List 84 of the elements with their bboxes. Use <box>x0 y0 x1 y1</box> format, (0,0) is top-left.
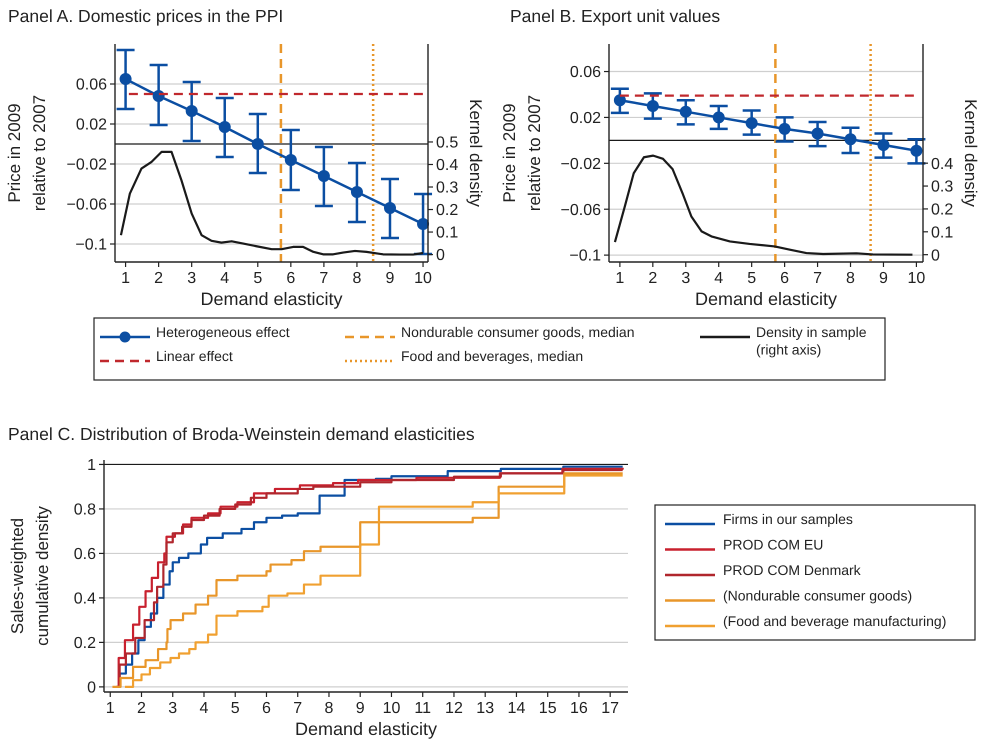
chart-title: Panel B. Export unit values <box>510 6 720 26</box>
x-tick-label: 1 <box>121 270 130 287</box>
x-tick-label: 14 <box>508 700 526 717</box>
y-tick-label: 0.06 <box>570 64 602 82</box>
y-tick-label: 0.02 <box>76 116 108 134</box>
y-tick-label: 0.2 <box>74 634 96 652</box>
legend-label: PROD COM Denmark <box>723 562 862 578</box>
y2-tick-label: 0.2 <box>931 202 954 219</box>
y2-tick-label: 0 <box>436 247 445 264</box>
y-tick-label: −0.06 <box>66 196 108 214</box>
y2-tick-label: 0.3 <box>436 180 458 197</box>
x-tick-label: 8 <box>846 270 856 287</box>
y-tick-label: −0.1 <box>569 248 602 265</box>
y-tick-label: −0.02 <box>66 156 108 174</box>
x-tick-label: 17 <box>601 700 620 717</box>
legend-label: Density in sample (right axis) <box>756 324 867 358</box>
y2-tick-label: 0.1 <box>931 224 954 242</box>
chart-title: Panel C. Distribution of Broda-Weinstein demand elasticities <box>8 424 475 444</box>
x-tick-label: 10 <box>908 270 926 287</box>
x-tick-label: 2 <box>648 270 658 287</box>
x-tick-label: 4 <box>200 700 209 717</box>
legend-label: (Food and beverage manufacturing) <box>723 613 946 629</box>
x-tick-label: 7 <box>319 270 328 287</box>
x-tick-label: 3 <box>187 270 196 287</box>
legend-label: Nondurable consumer goods, median <box>401 324 634 340</box>
y2-tick-label: 0.4 <box>436 157 458 174</box>
x-tick-label: 7 <box>813 270 822 287</box>
x-tick-label: 10 <box>382 700 400 717</box>
x-tick-label: 9 <box>386 270 395 287</box>
x-tick-label: 2 <box>137 700 146 717</box>
y-axis-title: Price in 2009 relative to 2007 <box>500 94 544 212</box>
legend-label: (Nondurable consumer goods) <box>723 588 912 604</box>
y-axis-title: Sales-weighted cumulative density <box>8 506 52 646</box>
legend-label: Linear effect <box>156 348 233 364</box>
y-axis-title: Price in 2009 relative to 2007 <box>5 94 49 212</box>
x-tick-label: 12 <box>445 700 463 717</box>
legend-label: Heterogeneous effect <box>156 324 290 340</box>
legend-label: Food and beverages, median <box>401 348 584 364</box>
x-tick-label: 10 <box>414 270 432 287</box>
x-tick-label: 1 <box>615 270 624 287</box>
y-tick-label: 0.6 <box>74 546 96 564</box>
x-tick-label: 6 <box>262 700 272 717</box>
x-tick-label: 8 <box>352 270 362 287</box>
y2-tick-label: 0.2 <box>436 202 458 220</box>
chart-title: Panel A. Domestic prices in the PPI <box>8 6 284 26</box>
y-tick-label: −0.06 <box>560 202 602 219</box>
y2-tick-label: 0.5 <box>436 134 458 152</box>
x-tick-label: 2 <box>154 270 164 287</box>
y-tick-label: 0.02 <box>570 110 602 128</box>
x-tick-label: 5 <box>230 700 240 717</box>
y2-axis-title: Kernel density <box>961 99 980 208</box>
x-tick-label: 13 <box>476 700 494 717</box>
x-tick-label: 5 <box>253 270 262 287</box>
x-tick-label: 9 <box>356 700 365 717</box>
y2-tick-label: 0 <box>931 247 940 264</box>
x-axis-title: Demand elasticity <box>200 289 343 309</box>
x-axis-title: Demand elasticity <box>694 289 838 309</box>
x-tick-label: 8 <box>324 700 334 717</box>
legend-label: Firms in our samples <box>723 511 853 527</box>
x-tick-label: 16 <box>570 700 588 717</box>
y-tick-label: −0.02 <box>560 156 602 173</box>
y-tick-label: 0.4 <box>74 590 96 608</box>
x-tick-label: 15 <box>538 700 557 717</box>
x-tick-label: 3 <box>168 700 178 717</box>
y-tick-label: −0.1 <box>75 236 108 254</box>
y2-tick-label: 0.4 <box>931 156 954 173</box>
x-tick-label: 6 <box>286 270 296 287</box>
y2-tick-label: 0.3 <box>931 178 954 196</box>
x-tick-label: 4 <box>220 270 230 287</box>
y-tick-label: 0.06 <box>76 76 108 94</box>
y-tick-label: 0 <box>87 679 96 696</box>
x-tick-label: 7 <box>293 700 302 717</box>
x-tick-label: 11 <box>414 700 432 717</box>
y-tick-label: 1 <box>87 457 96 474</box>
y2-axis-title: Kernel density <box>466 99 485 208</box>
x-tick-label: 9 <box>879 270 888 287</box>
x-tick-label: 6 <box>780 270 790 287</box>
y-tick-label: 0.8 <box>74 502 96 519</box>
legend-label: PROD COM EU <box>723 536 824 552</box>
x-tick-label: 3 <box>681 270 690 287</box>
x-tick-label: 4 <box>714 270 724 287</box>
x-tick-label: 5 <box>747 270 756 287</box>
x-axis-title: Demand elasticity <box>294 719 438 739</box>
y2-tick-label: 0.1 <box>436 224 458 242</box>
